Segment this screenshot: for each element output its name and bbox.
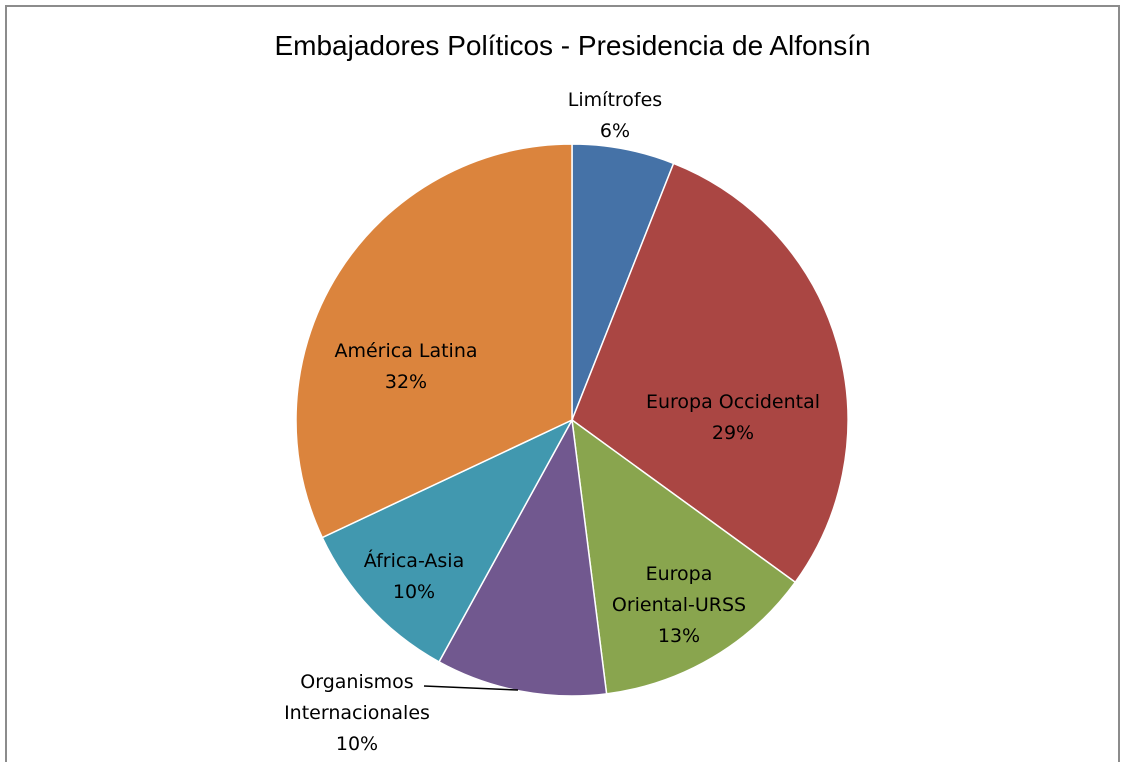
slice-label-6: América Latina 32% [334,340,477,393]
pie-slice-2 [571,162,849,584]
slice-label-2: Europa Occidental 29% [646,391,820,444]
slice-label-5: África-Asia 10% [364,549,464,603]
slice-label-3: Europa Oriental-URSS 13% [612,563,746,647]
pie-slice-5 [321,418,574,663]
slice-label-4: Organismos Internacionales 10% [284,671,430,755]
slice-label-1: Limítrofes 6% [568,89,662,142]
pie-slice-4 [438,417,608,697]
leader-line [423,685,519,691]
pie-slice-3 [571,418,797,695]
pie-slice-6 [295,143,573,539]
chart-title: Embajadores Políticos - Presidencia de A… [274,30,871,61]
